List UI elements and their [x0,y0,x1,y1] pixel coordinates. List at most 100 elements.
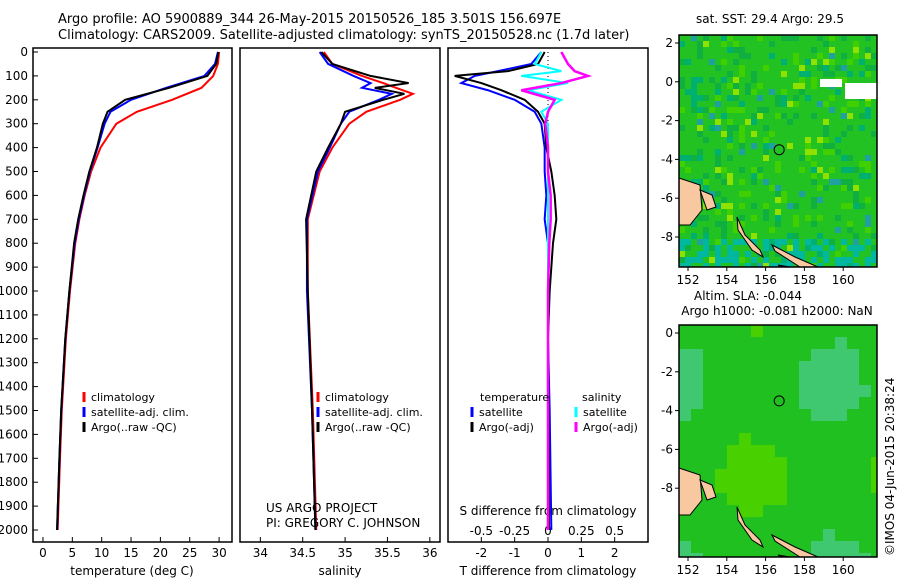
sst-map-cell [775,167,781,173]
sst-map-cell [751,221,757,227]
sst-map-cell [685,113,691,119]
sst-map-cell [703,107,709,113]
sla-map-cell [871,529,877,541]
sla-map-cell [787,529,799,541]
sst-map-cell [727,251,733,257]
sla-map-cell [727,493,739,505]
sla-map-cell [703,409,715,421]
sst-map-cell [859,197,865,203]
sla-map-cell [847,481,859,493]
sst-map-cell [793,83,799,89]
sst-map-cell [835,47,841,53]
sst-map-cell [757,65,763,71]
sst-map-cell [775,137,781,143]
sla-map-cell [751,349,763,361]
sst-map-cell [811,233,817,239]
sst-map-cell [757,227,763,233]
temperature-tick-label: 0 [39,546,47,560]
sst-map-cell [757,233,763,239]
sst-map-cell [769,209,775,215]
sst-map-cell [727,59,733,65]
sst-map-cell [781,125,787,131]
sst-map-cell [739,167,745,173]
sst-map-cell [853,143,859,149]
sst-map-cell [853,107,859,113]
sst-map-cell [763,71,769,77]
sla-map-cell [751,397,763,409]
sst-map-cell [751,71,757,77]
sst-map-cell [679,59,685,65]
sst-map-cell [733,227,739,233]
sla-map-cell [847,421,859,433]
sla-map-cell [763,373,775,385]
sst-map-cell [769,215,775,221]
sla-map-cell [811,385,823,397]
sla-map-cell [799,325,811,337]
sst-map-cell [805,71,811,77]
sst-map-cell [739,161,745,167]
sst-map-cell [817,59,823,65]
sst-map-cell [703,155,709,161]
sst-map-cell [787,149,793,155]
sst-map-cell [775,143,781,149]
sla-map-cell [799,397,811,409]
sst-map-cell [763,125,769,131]
sst-map-cell [703,257,709,263]
sst-map-cell [769,257,775,263]
depth-tick-label: 1800 [0,475,28,489]
sst-map-cell [733,131,739,137]
sst-map-cell [685,65,691,71]
sst-map-cell [865,65,871,71]
sla-map-cell [691,421,703,433]
land-polygon [770,533,820,558]
sst-map-cell [841,179,847,185]
sst-map-cell [781,215,787,221]
sst-map-cell [805,155,811,161]
missing-data-patch [820,79,842,87]
sst-map-cell [751,191,757,197]
sla-map-cell [763,553,775,557]
sst-map-cell [859,35,865,41]
sla-map-cell [871,457,877,469]
depth-tick-label: 0 [20,45,28,59]
sst-map-cell [799,119,805,125]
sst-map-cell [811,197,817,203]
sst-map-cell [841,65,847,71]
sla-map-cell [859,421,871,433]
sst-map-cell [757,191,763,197]
sst-map-cell [697,59,703,65]
sst-map-cell [757,143,763,149]
sst-map-cell [769,251,775,257]
sst-map-cell [871,53,877,59]
sst-map-cell [775,239,781,245]
sst-map-cell [733,179,739,185]
sla-map-cell [871,445,877,457]
sst-map-cell [757,197,763,203]
sla-map-cell [787,433,799,445]
sst-map-cell [775,221,781,227]
sst-map-cell [691,131,697,137]
sst-map-cell [697,179,703,185]
sst-map-cell [733,83,739,89]
sst-map-cell [793,107,799,113]
sla-map-cell [871,385,877,397]
sst-map-cell [751,203,757,209]
sst-map-cell [841,113,847,119]
sst-map-cell [685,107,691,113]
sst-map-cell [805,233,811,239]
sla-map-cell [859,433,871,445]
sst-map-cell [841,71,847,77]
sst-map-cell [865,125,871,131]
sst-map-cell [871,251,877,257]
sst-map-cell [847,167,853,173]
sst-map-cell [787,185,793,191]
sst-map-cell [679,257,685,263]
sla-map-cell [763,409,775,421]
sst-map-cell [715,257,721,263]
sla-map-cell [811,361,823,373]
sst-map-cell [769,47,775,53]
sst-map-cell [751,95,757,101]
sst-map-cell [685,41,691,47]
sst-map-cell [841,155,847,161]
sst-map-cell [787,179,793,185]
